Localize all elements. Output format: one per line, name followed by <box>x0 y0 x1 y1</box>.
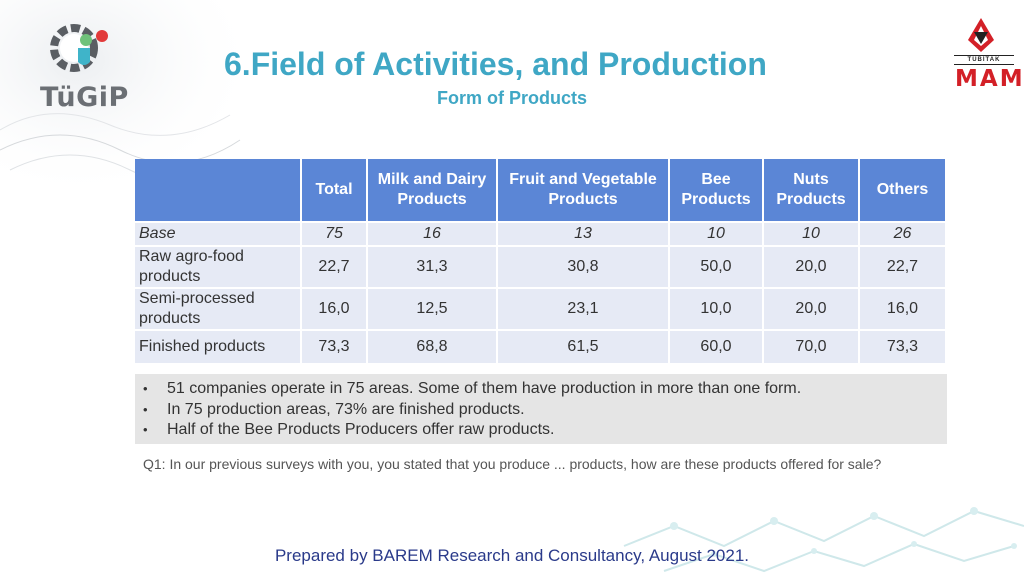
row-label: Finished products <box>135 331 302 365</box>
column-header-empty <box>135 159 302 223</box>
row-label: Raw agro-food products <box>135 247 302 289</box>
table-row-semi-processed: Semi-processed products 16,0 12,5 23,1 1… <box>135 289 947 331</box>
tugip-logo: TüGiP <box>34 18 134 128</box>
notes-box: 51 companies operate in 75 areas. Some o… <box>135 374 947 444</box>
table-cell: 68,8 <box>368 331 498 365</box>
table-cell: 61,5 <box>498 331 670 365</box>
page-subtitle: Form of Products <box>436 88 587 108</box>
column-header-total: Total <box>302 159 368 223</box>
table-cell: 30,8 <box>498 247 670 289</box>
table-cell: 16 <box>368 223 498 247</box>
tubitak-mam-logo: TÜBİTAK MAM <box>946 14 1024 94</box>
survey-question: Q1: In our previous surveys with you, yo… <box>143 456 882 472</box>
column-header-nuts: Nuts Products <box>764 159 860 223</box>
column-header-others: Others <box>860 159 947 223</box>
column-header-bee: Bee Products <box>670 159 764 223</box>
footer-credit: Prepared by BAREM Research and Consultan… <box>274 546 750 565</box>
table-cell: 73,3 <box>860 331 947 365</box>
row-label: Semi-processed products <box>135 289 302 331</box>
table-cell: 26 <box>860 223 947 247</box>
decorative-pattern-top-left <box>0 0 260 200</box>
column-header-fruit-vegetable: Fruit and Vegetable Products <box>498 159 670 223</box>
list-item: Half of the Bee Products Producers offer… <box>143 420 947 441</box>
table-cell: 50,0 <box>670 247 764 289</box>
table-row-raw: Raw agro-food products 22,7 31,3 30,8 50… <box>135 247 947 289</box>
list-item: 51 companies operate in 75 areas. Some o… <box>143 379 947 400</box>
table-cell: 31,3 <box>368 247 498 289</box>
tubitak-label: TÜBİTAK <box>954 55 1014 65</box>
table-cell: 23,1 <box>498 289 670 331</box>
table-cell: 16,0 <box>860 289 947 331</box>
table-cell: 10,0 <box>670 289 764 331</box>
table-cell: 75 <box>302 223 368 247</box>
table-cell: 70,0 <box>764 331 860 365</box>
table-cell: 20,0 <box>764 289 860 331</box>
table-header-row: Total Milk and Dairy Products Fruit and … <box>135 159 947 223</box>
gear-icon <box>50 24 108 72</box>
row-label: Base <box>135 223 302 247</box>
table-cell: 22,7 <box>860 247 947 289</box>
page-title: 6.Field of Activities, and Production <box>224 46 767 82</box>
notes-list: 51 companies operate in 75 areas. Some o… <box>143 379 947 441</box>
table-row-base: Base 75 16 13 10 10 26 <box>135 223 947 247</box>
tugip-wordmark: TüGiP <box>40 82 129 113</box>
table-cell: 22,7 <box>302 247 368 289</box>
table-cell: 12,5 <box>368 289 498 331</box>
products-table: Total Milk and Dairy Products Fruit and … <box>135 159 947 365</box>
table-cell: 10 <box>670 223 764 247</box>
tubitak-emblem-icon <box>968 18 994 52</box>
mam-label: MAM <box>955 66 1024 92</box>
table-row-finished: Finished products 73,3 68,8 61,5 60,0 70… <box>135 331 947 365</box>
table-cell: 20,0 <box>764 247 860 289</box>
column-header-milk-dairy: Milk and Dairy Products <box>368 159 498 223</box>
table-cell: 73,3 <box>302 331 368 365</box>
table-cell: 10 <box>764 223 860 247</box>
list-item: In 75 production areas, 73% are finished… <box>143 400 947 421</box>
table-cell: 16,0 <box>302 289 368 331</box>
table-cell: 13 <box>498 223 670 247</box>
decorative-molecule-pattern <box>623 507 1024 573</box>
table-cell: 60,0 <box>670 331 764 365</box>
